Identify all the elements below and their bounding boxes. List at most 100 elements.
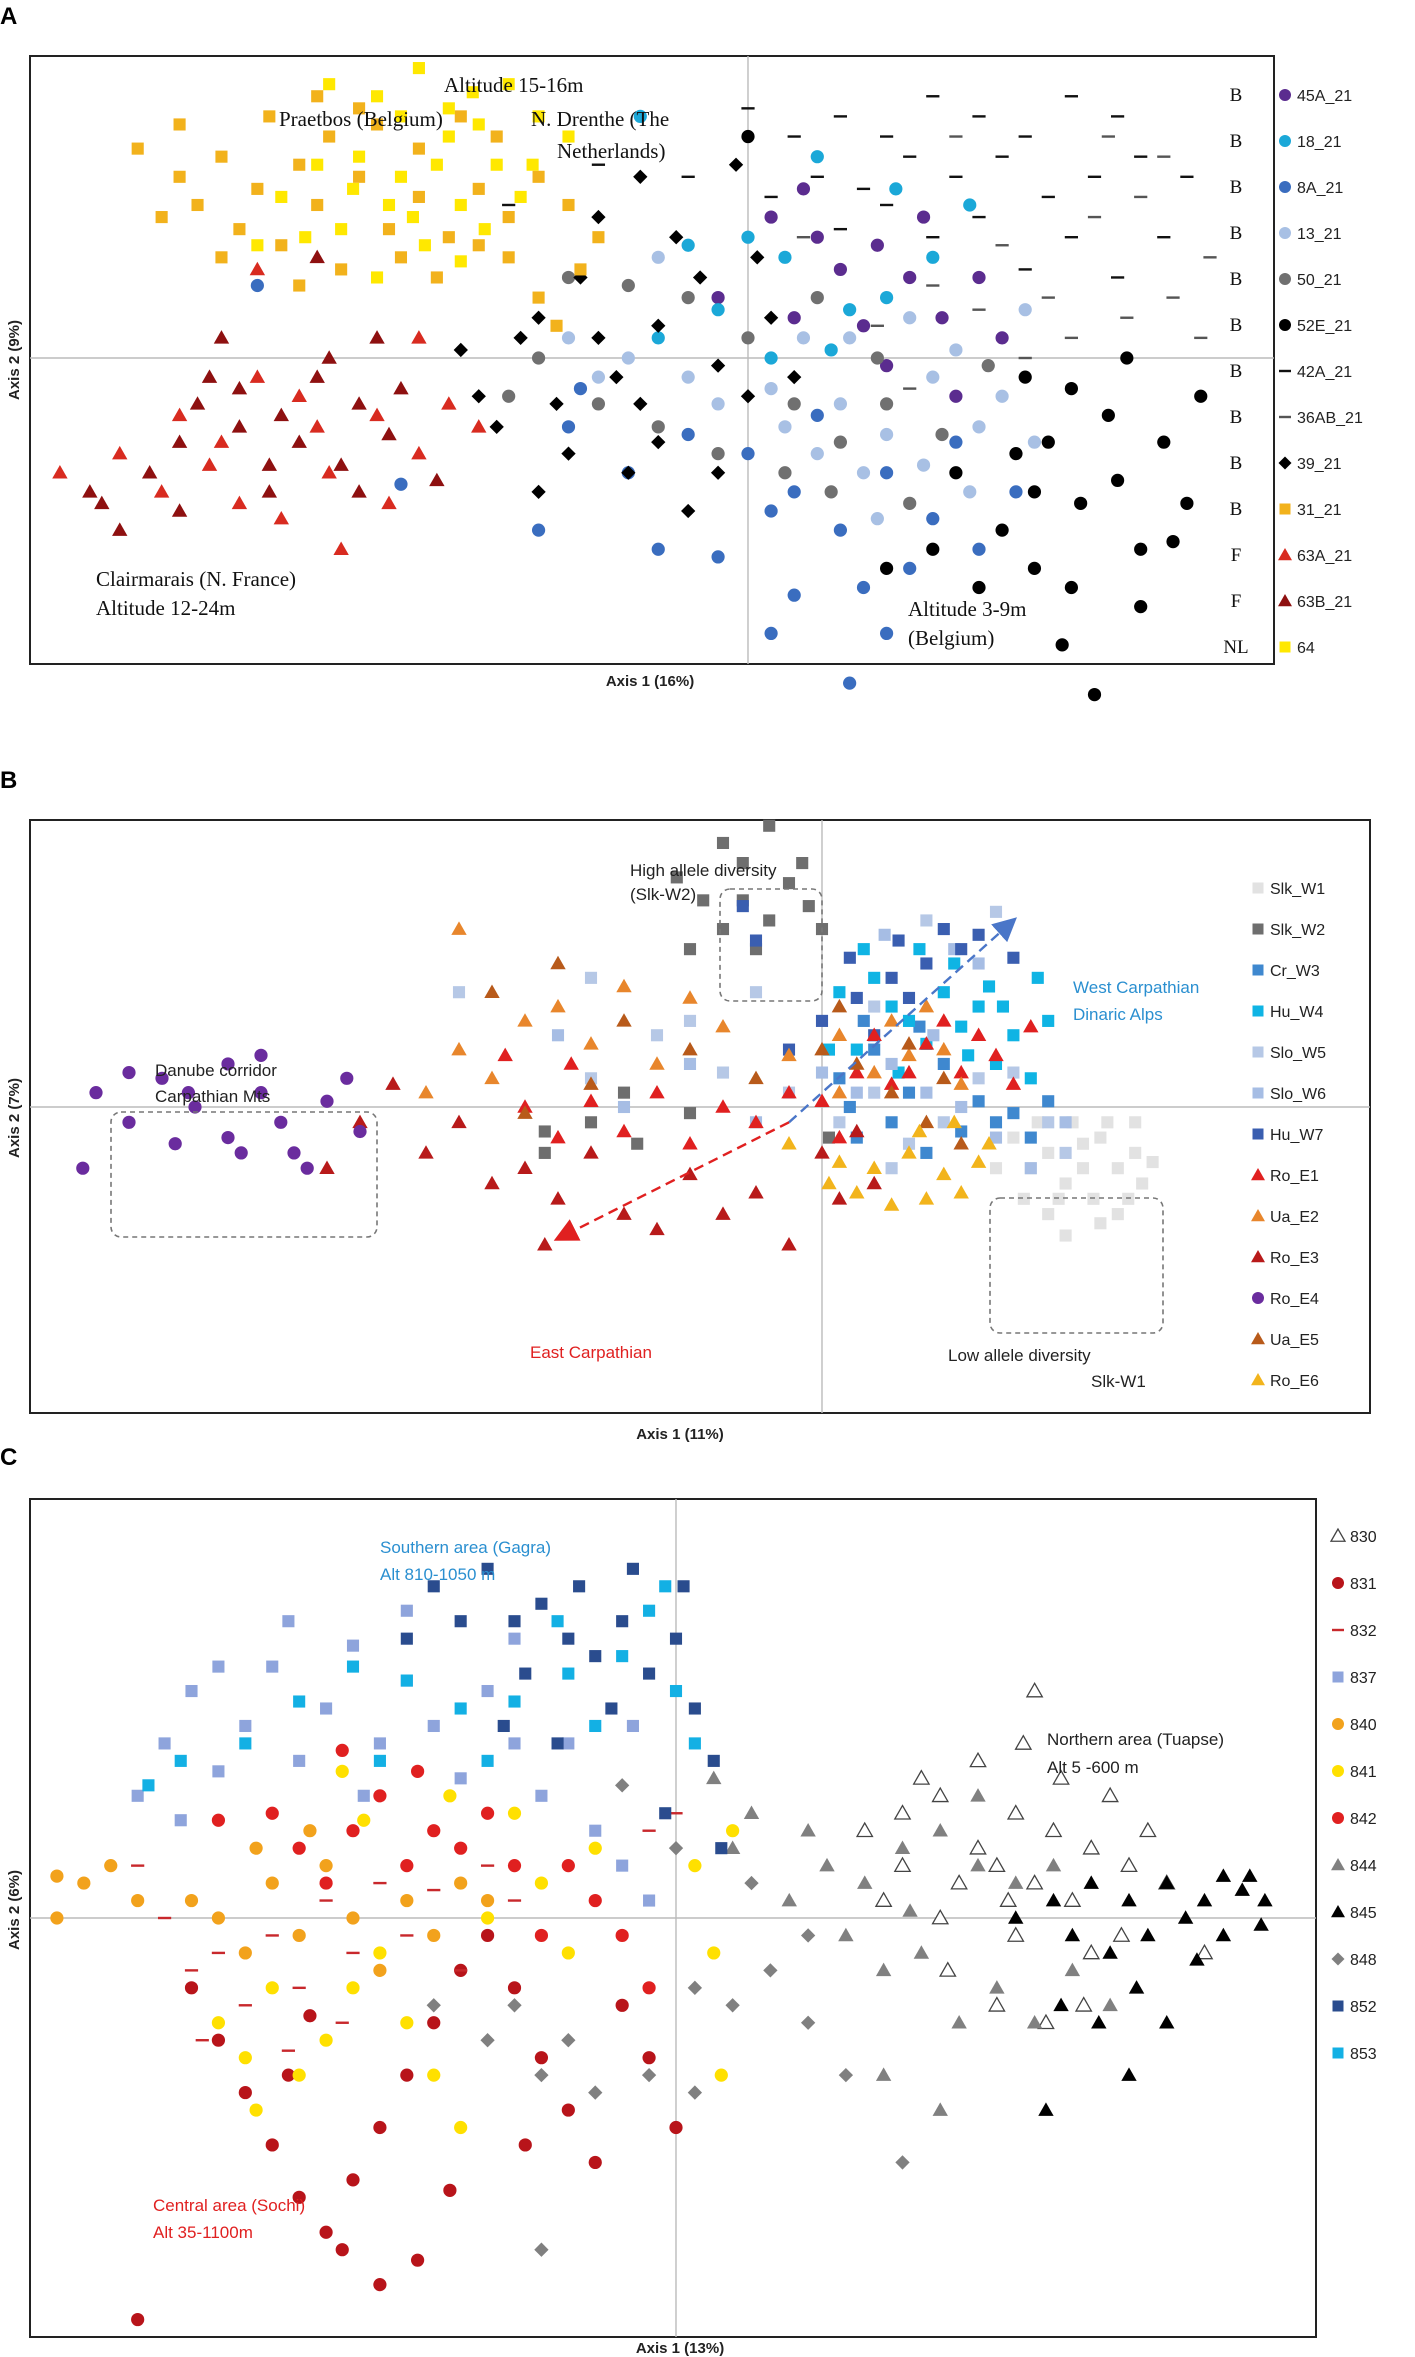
panel-a-plot (30, 56, 1274, 702)
data-point-64 (394, 170, 408, 183)
legend-item-Hu_W7: Hu_W7 (1252, 1127, 1323, 1144)
data-point-832 (669, 1812, 683, 1815)
data-point-Ua_E5 (484, 984, 500, 998)
data-point-845 (1121, 1892, 1137, 1907)
legend-prefix: B (1230, 177, 1243, 198)
data-point-Hu_W7 (815, 1014, 829, 1027)
data-point-52E_21 (1074, 496, 1088, 510)
data-point-39_21 (669, 230, 684, 245)
data-point-831 (335, 2243, 349, 2257)
data-point-848 (895, 2155, 910, 2170)
data-point-31_21 (155, 211, 168, 224)
data-point-844 (894, 1840, 911, 1854)
data-point-844 (1045, 1857, 1062, 1872)
data-point-830 (912, 1769, 931, 1785)
data-point-830 (1112, 1926, 1131, 1942)
data-point-Slk_W2 (782, 877, 796, 890)
data-point-841 (726, 1824, 740, 1838)
series-Hu_W7 (736, 900, 1020, 1056)
data-point-63A_21 (249, 369, 266, 383)
data-point-13_21 (561, 331, 576, 345)
series-Ua_E5 (484, 955, 969, 1150)
data-point-844 (1026, 2015, 1043, 2029)
data-point-8A_21 (250, 278, 264, 293)
panel-a-xlabel: Axis 1 (16%) (606, 673, 694, 690)
data-point-840 (131, 1893, 145, 1908)
data-point-832 (400, 1934, 414, 1937)
data-point-852 (688, 1702, 701, 1715)
data-point-837 (535, 1789, 548, 1802)
data-point-Ro_E1 (550, 1129, 566, 1144)
data-point-Ro_E3 (814, 1145, 830, 1159)
legend-item-36AB_21: B 36AB_21 (1230, 407, 1363, 428)
data-point-837 (212, 1660, 225, 1673)
series-50_21 (502, 270, 995, 510)
data-point-841 (357, 1813, 371, 1827)
data-point-Hu_W4 (948, 957, 961, 970)
data-point-52E_21 (949, 466, 963, 480)
data-point-64 (311, 158, 324, 171)
legend-marker-Hu_W7 (1252, 1128, 1264, 1140)
legend-prefix: B (1230, 499, 1243, 520)
data-point-832 (281, 2049, 295, 2052)
data-point-39_21 (710, 358, 726, 373)
data-point-841 (507, 1806, 522, 1820)
data-point-842 (373, 1789, 387, 1803)
data-point-39_21 (651, 318, 666, 333)
data-point-52E_21 (1041, 435, 1055, 449)
legend-marker-Cr_W3 (1252, 964, 1264, 976)
legend-item-Slo_W5: Slo_W5 (1252, 1045, 1326, 1062)
data-point-Ro_E6 (866, 1160, 882, 1174)
data-point-840 (292, 1928, 306, 1943)
data-point-Ua_E5 (550, 955, 566, 970)
data-point-63A_21 (171, 407, 188, 422)
legend-item-50_21: B 50_21 (1230, 269, 1342, 290)
data-point-Hu_W4 (868, 971, 881, 984)
data-point-63A_21 (333, 541, 349, 556)
data-point-18_21 (711, 303, 725, 317)
data-point-Slk_W2 (802, 900, 815, 913)
data-point-831 (373, 2120, 387, 2135)
data-point-Ro_E1 (883, 1076, 900, 1090)
series-Slo_W6 (551, 928, 1072, 1175)
data-point-63A_21 (291, 388, 307, 403)
data-point-841 (454, 2120, 468, 2135)
data-point-31_21 (502, 251, 515, 264)
data-point-64 (514, 190, 527, 203)
data-point-Slo_W5 (902, 1137, 916, 1150)
data-point-42A_21 (681, 175, 695, 178)
data-point-39_21 (740, 389, 756, 404)
annotation-a-netherlands: Netherlands) (557, 139, 665, 163)
data-point-837 (131, 1789, 144, 1802)
panel-c-ylabel: Axis 2 (6%) (6, 1870, 23, 1950)
legend-item-840: 840 (1332, 1717, 1377, 1734)
data-point-31_21 (412, 142, 425, 155)
data-point-Cr_W3 (937, 1057, 950, 1070)
data-point-Cr_W3 (1042, 1095, 1055, 1108)
data-point-848 (534, 2242, 549, 2257)
series-837 (131, 1604, 656, 1907)
data-point-39_21 (609, 369, 624, 385)
data-point-18_21 (651, 331, 665, 345)
data-point-Ro_E3 (517, 1160, 533, 1174)
data-point-Ua_E2 (451, 921, 467, 935)
series-852 (400, 1562, 728, 1855)
legend-marker-42A_21 (1279, 369, 1291, 373)
data-point-832 (184, 1969, 199, 1972)
data-point-Slk_W1 (1094, 1131, 1107, 1144)
data-point-50_21 (651, 420, 665, 434)
data-point-Ro_E4 (320, 1094, 334, 1108)
data-point-Slk_W1 (1076, 1162, 1090, 1175)
data-point-Cr_W3 (1007, 1107, 1020, 1120)
data-point-848 (615, 1778, 630, 1793)
data-point-852 (707, 1754, 720, 1767)
data-point-64 (502, 78, 515, 91)
data-point-845 (1053, 1997, 1069, 2012)
data-point-Slo_W6 (878, 928, 891, 941)
data-point-39_21 (728, 157, 744, 172)
data-point-Slk_W1 (1031, 1116, 1044, 1129)
data-point-Slk_W1 (1101, 1116, 1114, 1129)
panel-c-xlabel: Axis 1 (13%) (636, 2340, 724, 2357)
legend-marker-831 (1332, 1577, 1344, 1589)
